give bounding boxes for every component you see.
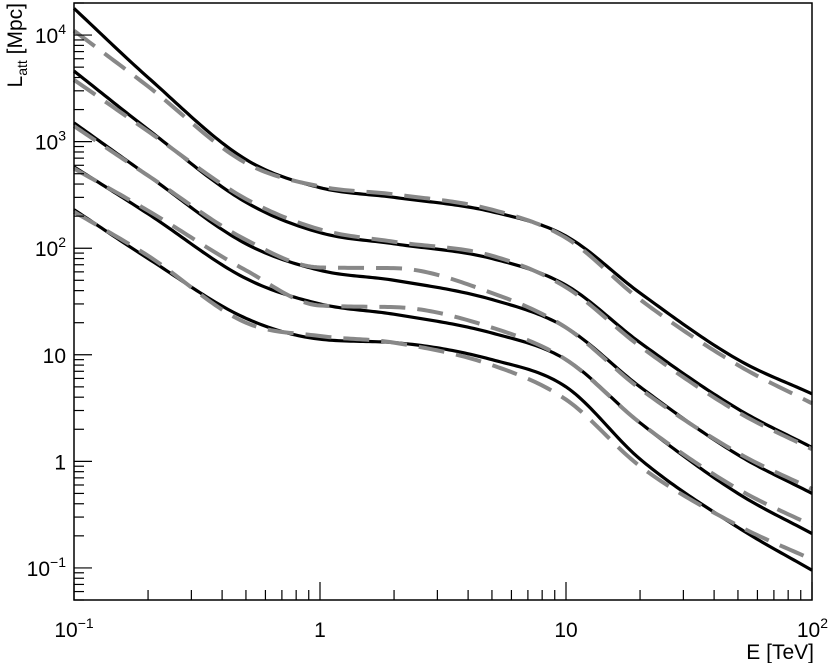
series-line-4-dashed	[72, 78, 813, 452]
curves-layer	[72, 7, 813, 572]
y-tick-label: 102	[35, 234, 66, 261]
y-axis-title-main: L	[4, 76, 27, 88]
y-tick-label: 1	[54, 451, 66, 474]
series-line-2-dashed	[72, 29, 813, 406]
plot-frame	[73, 2, 813, 601]
x-axis-title: E [TeV]	[746, 641, 814, 663]
series-line-9-solid	[73, 208, 813, 572]
ticks-layer	[73, 2, 813, 601]
y-tick-label: 10−1	[27, 554, 67, 581]
series-line-6-dashed	[72, 124, 813, 491]
y-axis-title-unit: [Mpc]	[4, 3, 27, 60]
tick-labels-layer: 10−1 1 10 102 10−1 1 10 102 103 104	[27, 21, 829, 642]
x-tick-label: 102	[797, 615, 828, 642]
series-line-8-dashed	[73, 166, 813, 528]
y-axis-title-sub: att	[14, 60, 30, 76]
series-line-1-solid	[72, 7, 813, 396]
series-line-10-dashed	[72, 210, 813, 562]
y-tick-label: 104	[35, 21, 66, 48]
y-tick-label: 103	[35, 128, 66, 155]
series-line-3-solid	[73, 69, 813, 449]
x-tick-label: 10	[554, 619, 577, 642]
y-axis-title: Latt [Mpc]	[4, 3, 30, 87]
y-tick-label: 10	[43, 345, 66, 368]
series-line-5-solid	[73, 121, 813, 495]
x-tick-label: 10−1	[54, 615, 94, 642]
x-tick-label: 1	[314, 619, 326, 642]
